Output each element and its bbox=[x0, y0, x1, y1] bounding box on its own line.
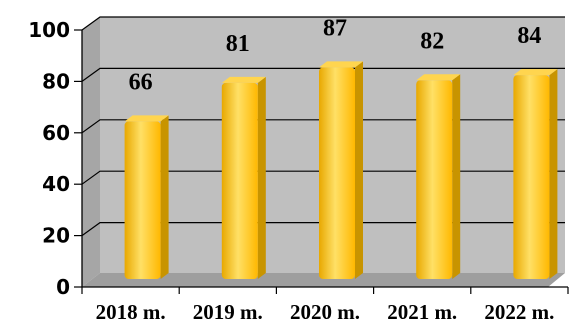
bar-front bbox=[416, 80, 453, 279]
bar-side bbox=[355, 61, 363, 279]
bar bbox=[221, 76, 266, 279]
bar-top bbox=[513, 69, 558, 76]
gridline bbox=[81, 67, 565, 82]
x-category-label: 2019 m. bbox=[193, 300, 263, 324]
y-tick-label: 80 bbox=[42, 69, 70, 93]
bar-side bbox=[257, 76, 266, 279]
gridline bbox=[81, 170, 565, 185]
bar-side bbox=[452, 74, 461, 279]
x-axis-categories: 2018 m. 2019 m. 2020 m. 2021 m. 2022 m. bbox=[96, 300, 555, 324]
bar-side bbox=[160, 115, 169, 279]
bar-front bbox=[513, 75, 550, 280]
bar-side bbox=[549, 69, 558, 280]
y-tick-label: 100 bbox=[28, 18, 70, 42]
y-tick-label: 0 bbox=[56, 275, 70, 299]
bar-top bbox=[416, 74, 461, 81]
bar bbox=[124, 115, 169, 279]
bar-front bbox=[319, 67, 355, 279]
bar bbox=[319, 61, 363, 279]
y-tick-label: 40 bbox=[42, 172, 70, 196]
x-category-label: 2022 m. bbox=[484, 300, 554, 324]
bar-top bbox=[221, 76, 266, 83]
y-axis-ticks: 0 20 40 60 80 100 bbox=[28, 18, 70, 299]
bar bbox=[416, 74, 461, 279]
data-labels: 66 81 87 82 84 bbox=[129, 15, 542, 95]
data-label: 84 bbox=[517, 23, 541, 49]
bars bbox=[124, 61, 558, 280]
data-label: 81 bbox=[226, 31, 250, 57]
y-tick-label: 60 bbox=[42, 121, 70, 145]
y-tick-label: 20 bbox=[42, 224, 70, 248]
bar-front bbox=[124, 121, 161, 279]
data-label: 82 bbox=[420, 28, 444, 54]
gridline bbox=[81, 119, 565, 134]
data-label: 87 bbox=[323, 15, 347, 41]
bar bbox=[513, 69, 558, 280]
x-category-label: 2020 m. bbox=[290, 300, 360, 324]
gridlines bbox=[81, 16, 565, 237]
x-category-label: 2018 m. bbox=[96, 300, 166, 324]
gridline bbox=[81, 16, 565, 31]
bar-top bbox=[124, 115, 169, 122]
bar-top bbox=[319, 61, 363, 68]
x-category-label: 2021 m. bbox=[387, 300, 457, 324]
bar-front bbox=[221, 82, 258, 279]
gridline bbox=[81, 222, 565, 237]
axes bbox=[74, 29, 569, 294]
plot-side-wall bbox=[82, 17, 100, 287]
data-label: 66 bbox=[129, 69, 153, 95]
